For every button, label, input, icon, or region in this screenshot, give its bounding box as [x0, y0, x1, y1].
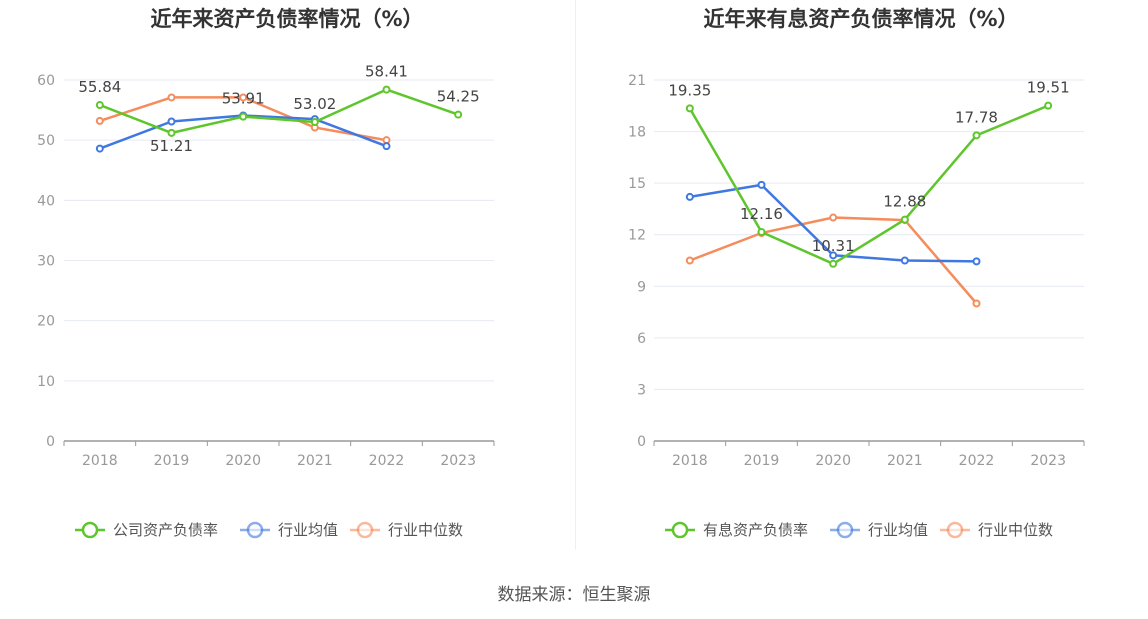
data-label: 12.88: [883, 193, 926, 211]
legend-label: 公司资产负债率: [113, 521, 218, 539]
data-point: [757, 180, 766, 189]
x-tick-label: 2023: [440, 453, 476, 469]
x-tick-label: 2019: [154, 453, 190, 469]
chart-title: 近年来有息资产负债率情况（%）: [703, 7, 1018, 31]
data-point: [454, 110, 463, 119]
series-line: [688, 104, 1049, 266]
data-label: 58.41: [365, 63, 408, 81]
data-point: [757, 227, 766, 236]
data-label: 54.25: [437, 88, 480, 106]
x-tick-label: 2018: [672, 453, 708, 469]
data-label: 12.16: [740, 205, 783, 223]
data-point: [95, 116, 104, 125]
data-label: 53.02: [293, 95, 336, 113]
data-source-note: 数据来源：恒生聚源: [497, 585, 651, 605]
x-tick-label: 2022: [369, 453, 405, 469]
chart-group: 近年来有息资产负债率情况（%） 0 3 6 9 12 15 18 21 2018 2019 2020 2…: [628, 7, 1085, 539]
y-tick-label: 20: [37, 314, 55, 330]
data-point: [382, 142, 391, 151]
data-point: [310, 117, 319, 126]
x-tick-label: 2021: [297, 453, 333, 469]
data-label: 10.31: [812, 237, 855, 255]
y-tick-label: 10: [37, 374, 55, 390]
data-label: 53.91: [222, 90, 265, 108]
data-point: [829, 251, 838, 260]
y-tick-label: 9: [637, 279, 646, 295]
chart-group: 近年来资产负债率情况（%） 0 10 20 30 40 50 60 2018 2019 2020 20…: [37, 7, 495, 539]
y-tick-label: 30: [37, 254, 55, 270]
data-label: 19.35: [668, 81, 711, 99]
data-label: 51.21: [150, 137, 193, 155]
x-tick-label: 2022: [959, 453, 995, 469]
legend-marker: [946, 521, 964, 539]
data-point: [900, 215, 909, 224]
x-tick-label: 2020: [225, 453, 261, 469]
y-tick-label: 15: [628, 176, 646, 192]
data-point: [685, 256, 694, 265]
data-point: [167, 117, 176, 126]
data-point: [685, 192, 694, 201]
data-point: [829, 213, 838, 222]
x-tick-label: 2020: [815, 453, 851, 469]
data-point: [829, 259, 838, 268]
x-tick-label: 2018: [82, 453, 118, 469]
legend-label: 行业均值: [868, 521, 928, 539]
series-line: [99, 88, 459, 135]
data-point: [972, 257, 981, 266]
y-tick-label: 21: [628, 73, 646, 89]
data-point: [972, 299, 981, 308]
data-point: [1044, 101, 1053, 110]
y-tick-label: 40: [37, 193, 55, 209]
debt-ratio-chart: 近年来资产负债率情况（%） 0 10 20 30 40 50 60 2018 2019 2020 20…: [37, 7, 495, 539]
data-label: 55.84: [78, 78, 121, 96]
panel-divider: [575, 0, 576, 550]
data-point: [382, 85, 391, 94]
y-tick-label: 12: [628, 228, 646, 244]
data-point: [95, 101, 104, 110]
y-tick-label: 0: [46, 434, 55, 450]
y-tick-label: 0: [637, 434, 646, 450]
x-tick-label: 2023: [1030, 453, 1066, 469]
data-label: 17.78: [955, 108, 998, 126]
y-tick-label: 50: [37, 133, 55, 149]
data-point: [95, 144, 104, 153]
legend-marker: [836, 521, 854, 539]
x-tick-label: 2019: [744, 453, 780, 469]
y-tick-label: 3: [637, 382, 646, 398]
chart-title: 近年来资产负债率情况（%）: [150, 7, 423, 31]
legend-marker: [671, 521, 689, 539]
legend-label: 有息资产负债率: [703, 521, 808, 539]
legend-label: 行业中位数: [388, 521, 463, 539]
data-label: 19.51: [1027, 79, 1070, 97]
x-tick-label: 2021: [887, 453, 923, 469]
data-point: [239, 93, 248, 102]
legend-marker: [246, 521, 264, 539]
data-point: [239, 112, 248, 121]
y-tick-label: 60: [37, 73, 55, 89]
data-point: [167, 93, 176, 102]
legend-marker: [81, 521, 99, 539]
legend-label: 行业中位数: [978, 521, 1053, 539]
data-point: [972, 131, 981, 140]
legend-label: 行业均值: [278, 521, 338, 539]
data-point: [167, 128, 176, 137]
right-chart-panel: 近年来有息资产负债率情况（%） 0 3 6 9 12 15 18 21 2018 2019 2020 2…: [574, 0, 1148, 560]
data-point: [900, 256, 909, 265]
left-chart-panel: 近年来资产负债率情况（%） 0 10 20 30 40 50 60 2018 2019 2020 20…: [0, 0, 574, 560]
y-tick-label: 6: [637, 331, 646, 347]
data-point: [685, 104, 694, 113]
interest-debt-ratio-chart: 近年来有息资产负债率情况（%） 0 3 6 9 12 15 18 21 2018 2019 2020 2…: [628, 7, 1085, 539]
y-tick-label: 18: [628, 125, 646, 141]
legend-marker: [356, 521, 374, 539]
